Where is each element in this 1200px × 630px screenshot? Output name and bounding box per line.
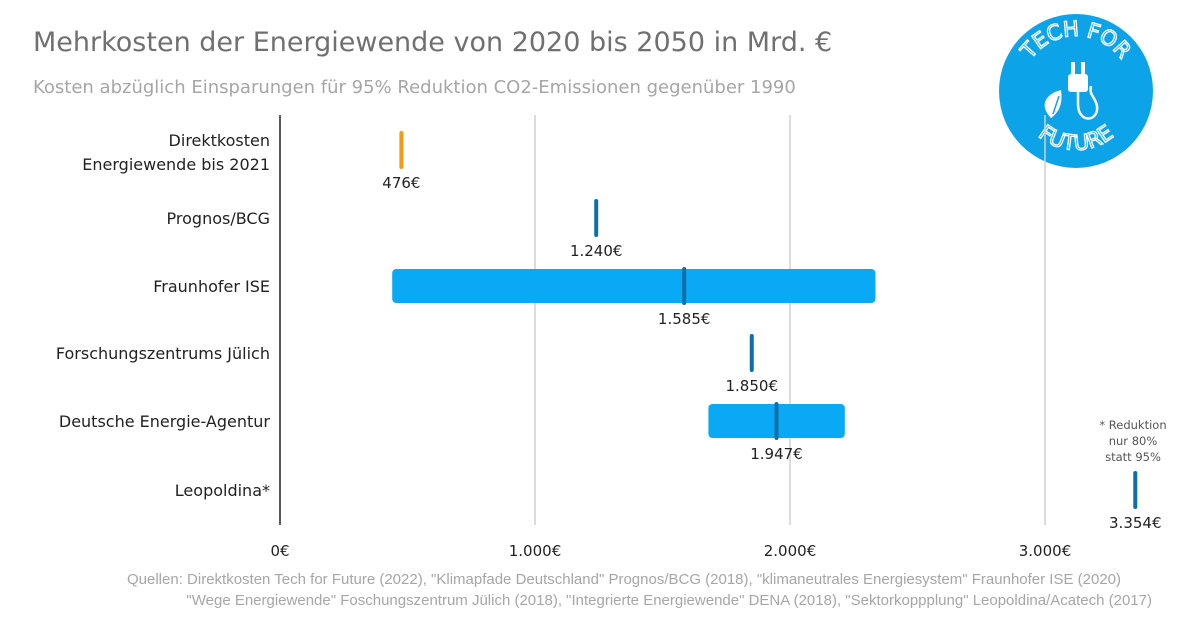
- tech-for-future-logo: TECH FOR FUTURE: [999, 14, 1153, 168]
- chart-title: Mehrkosten der Energiewende von 2020 bis…: [33, 27, 833, 58]
- footnote-annotation-2: statt 95%: [1105, 450, 1161, 464]
- sources-line-1: Quellen: Direktkosten Tech for Future (2…: [127, 571, 1121, 588]
- category-label-0-1: Energiewende bis 2021: [82, 155, 270, 174]
- value-label-5: 3.354€: [1109, 514, 1162, 532]
- sources-line-2: "Wege Energiewende" Foschungszentrum Jül…: [186, 592, 1152, 609]
- x-tick-label-1: 1.000€: [509, 542, 562, 560]
- category-label-1: Prognos/BCG: [167, 209, 270, 228]
- category-label-3: Forschungszentrums Jülich: [56, 344, 270, 363]
- value-label-2: 1.585€: [658, 310, 711, 328]
- category-label-4: Deutsche Energie-Agentur: [59, 412, 271, 431]
- plug-leaf-icon: [1044, 62, 1099, 120]
- x-tick-label-2: 2.000€: [764, 542, 817, 560]
- value-label-1: 1.240€: [570, 242, 623, 260]
- range-bar-2: [392, 269, 876, 303]
- value-label-0: 476€: [382, 174, 420, 192]
- x-tick-label-0: 0€: [270, 542, 289, 560]
- x-tick-label-3: 3.000€: [1019, 542, 1072, 560]
- category-label-2: Fraunhofer ISE: [153, 277, 270, 296]
- category-label-0-0: Direktkosten: [169, 131, 270, 150]
- value-label-3: 1.850€: [726, 377, 779, 395]
- chart-subtitle: Kosten abzüglich Einsparungen für 95% Re…: [33, 77, 796, 98]
- footnote-annotation-0: * Reduktion: [1099, 418, 1166, 432]
- category-label-5: Leopoldina*: [175, 481, 270, 500]
- value-label-4: 1.947€: [750, 445, 803, 463]
- footnote-annotation-1: nur 80%: [1109, 434, 1158, 448]
